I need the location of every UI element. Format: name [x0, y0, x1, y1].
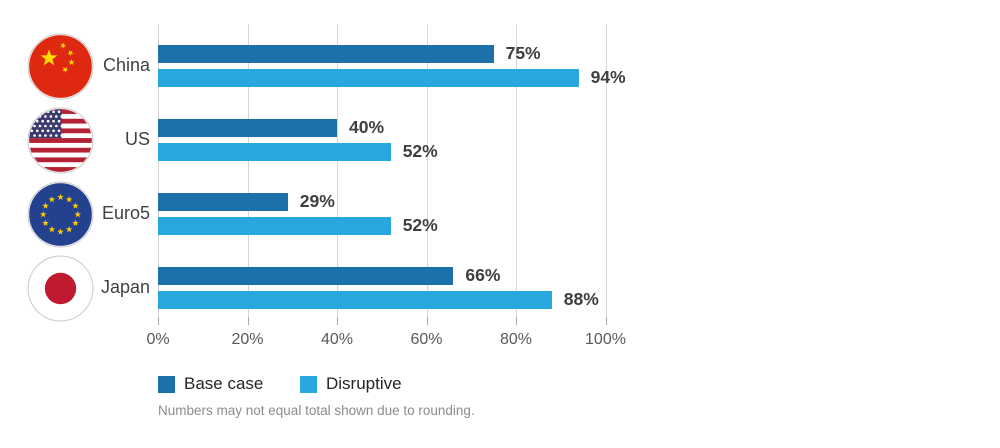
bar-base-case	[158, 193, 288, 211]
gridline	[426, 24, 428, 317]
eu-flag-icon	[27, 181, 94, 248]
gridline	[605, 24, 607, 317]
bar-disruptive	[158, 69, 579, 87]
gridline	[337, 24, 338, 317]
japan-flag-icon	[27, 255, 94, 322]
legend-label: Base case	[184, 374, 264, 393]
category-label: Japan	[100, 277, 150, 297]
bar-value-label: 88%	[563, 289, 599, 309]
bar-value-label: 66%	[465, 265, 501, 285]
legend-swatch-icon	[158, 375, 175, 393]
category-label: Euro5	[101, 203, 150, 223]
x-axis-tick-label: 60%	[410, 331, 443, 348]
bar-value-label: 29%	[299, 191, 335, 211]
category-label: China	[102, 55, 150, 75]
gridline	[247, 24, 249, 317]
bar-disruptive	[158, 291, 552, 309]
gridline	[516, 24, 517, 317]
bar-disruptive	[158, 217, 391, 235]
bar-base-case	[158, 45, 494, 63]
bar-value-label: 94%	[590, 67, 626, 87]
axis-tick	[247, 317, 249, 325]
bar-value-label: 40%	[349, 117, 385, 137]
footnote: Numbers may not equal total shown due to…	[158, 403, 475, 418]
bar-base-case	[158, 119, 337, 137]
x-axis-tick-label: 20%	[231, 331, 264, 348]
legend-item-base-case: Base case	[158, 374, 263, 394]
china-flag-icon	[27, 33, 94, 100]
x-axis-tick-label: 0%	[146, 331, 170, 348]
x-axis-tick-label: 80%	[499, 331, 533, 348]
x-axis-tick-label: 100%	[585, 331, 626, 348]
legend-item-disruptive: Disruptive	[300, 374, 402, 394]
bar-value-label: 52%	[402, 141, 438, 161]
gridline	[158, 24, 159, 317]
axis-tick	[158, 317, 159, 325]
bar-value-label: 75%	[505, 43, 541, 63]
legend-label: Disruptive	[326, 374, 402, 393]
legend-swatch-icon	[300, 375, 317, 393]
bar-value-label: 52%	[402, 215, 438, 235]
us-flag-icon	[27, 107, 94, 174]
axis-tick	[426, 317, 428, 325]
axis-tick	[516, 317, 517, 325]
bar-disruptive	[158, 143, 391, 161]
axis-tick	[337, 317, 338, 325]
bar-base-case	[158, 267, 454, 285]
category-label: US	[124, 129, 150, 149]
axis-tick	[605, 317, 607, 325]
x-axis-tick-label: 40%	[320, 331, 354, 348]
